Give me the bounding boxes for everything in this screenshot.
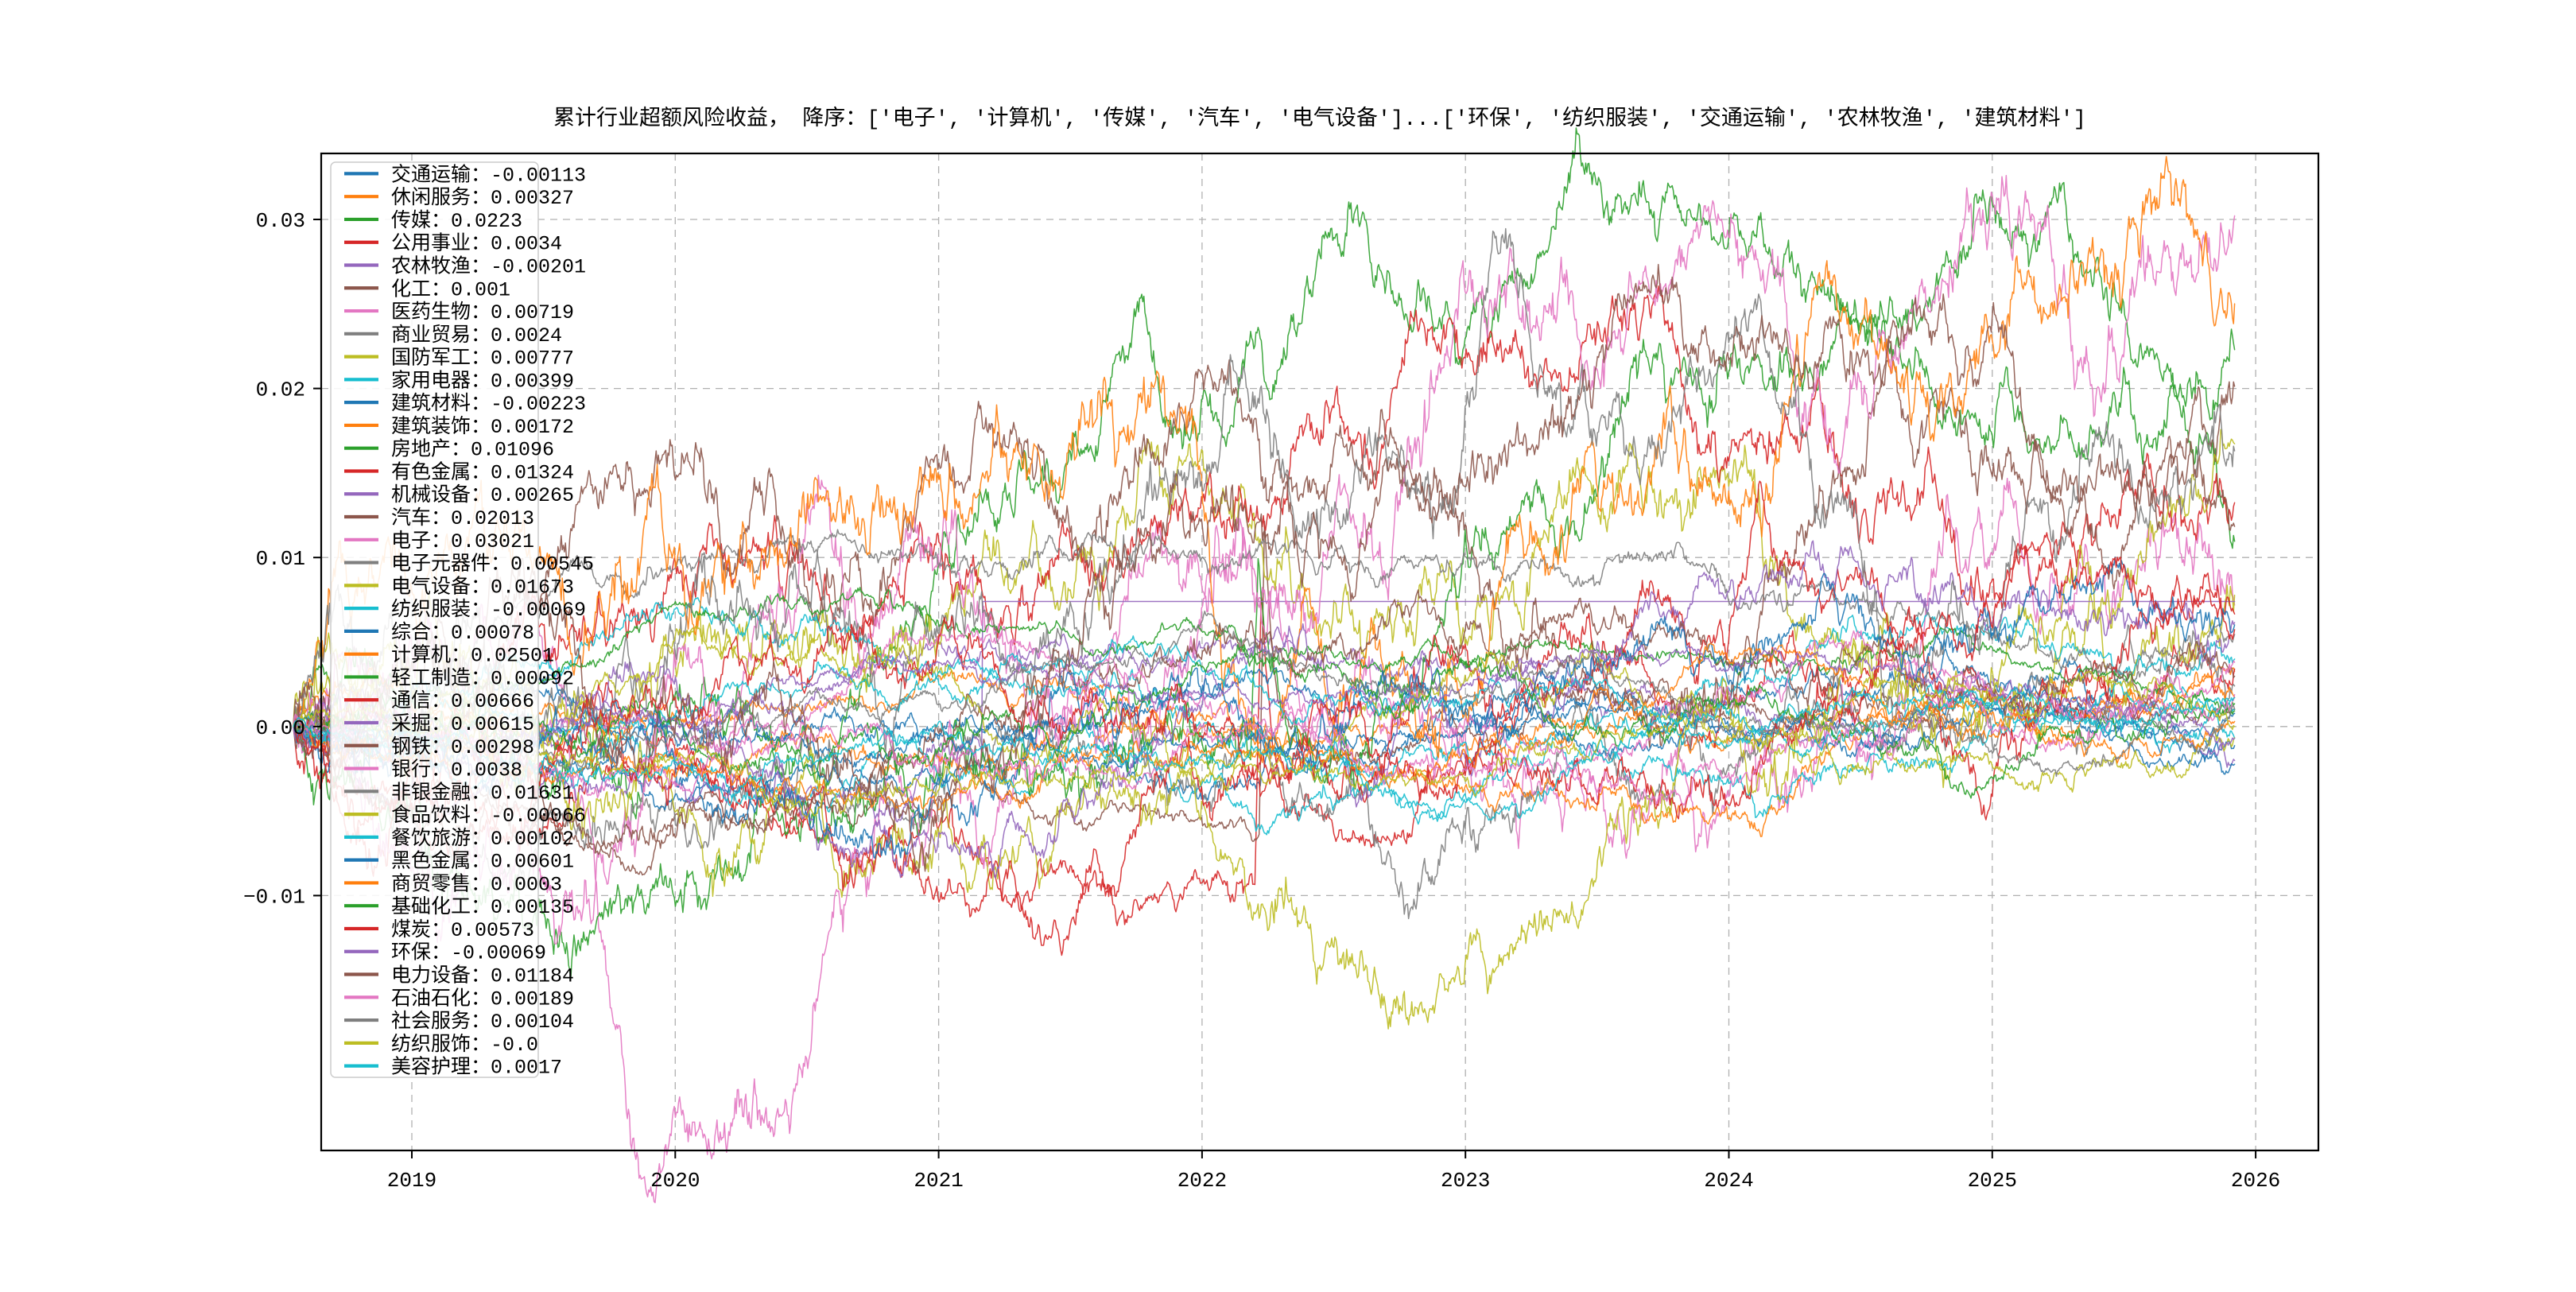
svg-text:2024: 2024 — [1704, 1169, 1753, 1193]
svg-text:家用电器：0.00399: 家用电器：0.00399 — [391, 369, 574, 393]
svg-text:采掘：0.00615: 采掘：0.00615 — [391, 712, 534, 736]
svg-text:公用事业：0.0034: 公用事业：0.0034 — [391, 232, 562, 256]
svg-text:社会服务：0.00104: 社会服务：0.00104 — [391, 1010, 574, 1034]
svg-text:2020: 2020 — [650, 1169, 700, 1193]
svg-text:石油石化：0.00189: 石油石化：0.00189 — [391, 987, 574, 1011]
svg-text:电力设备：0.01184: 电力设备：0.01184 — [391, 964, 574, 988]
svg-text:非银金融：0.01631: 非银金融：0.01631 — [391, 781, 574, 805]
svg-text:电子元器件：0.00545: 电子元器件：0.00545 — [391, 553, 594, 576]
svg-text:建筑装饰：0.00172: 建筑装饰：0.00172 — [391, 415, 574, 439]
svg-text:建筑材料：-0.00223: 建筑材料：-0.00223 — [391, 392, 586, 416]
svg-text:交通运输：-0.00113: 交通运输：-0.00113 — [391, 163, 586, 187]
svg-text:餐饮旅游：0.00102: 餐饮旅游：0.00102 — [391, 827, 574, 851]
svg-text:美容护理：0.0017: 美容护理：0.0017 — [391, 1056, 562, 1080]
svg-text:有色金属：0.01324: 有色金属：0.01324 — [391, 460, 574, 484]
svg-text:机械设备：0.00265: 机械设备：0.00265 — [391, 483, 574, 507]
svg-text:医药生物：0.00719: 医药生物：0.00719 — [391, 301, 574, 324]
svg-text:通信：0.00666: 通信：0.00666 — [391, 689, 534, 713]
svg-text:2023: 2023 — [1441, 1169, 1490, 1193]
svg-text:汽车：0.02013: 汽车：0.02013 — [391, 506, 534, 530]
svg-text:−0.01: −0.01 — [243, 885, 305, 909]
svg-text:国防军工：0.00777: 国防军工：0.00777 — [391, 347, 574, 371]
svg-text:0.02: 0.02 — [256, 378, 305, 402]
svg-text:计算机：0.02501: 计算机：0.02501 — [391, 644, 554, 668]
svg-text:煤炭：0.00573: 煤炭：0.00573 — [391, 918, 534, 942]
svg-text:化工：0.001: 化工：0.001 — [391, 277, 510, 301]
svg-text:综合：0.00078: 综合：0.00078 — [391, 621, 534, 645]
svg-text:电气设备：0.01673: 电气设备：0.01673 — [391, 575, 574, 599]
svg-text:电子：0.03021: 电子：0.03021 — [391, 530, 534, 553]
svg-text:2026: 2026 — [2231, 1169, 2280, 1193]
svg-text:黑色金属：0.00601: 黑色金属：0.00601 — [391, 850, 574, 874]
svg-text:纺织服装：-0.00069: 纺织服装：-0.00069 — [391, 598, 586, 622]
svg-text:基础化工：0.00135: 基础化工：0.00135 — [391, 895, 574, 919]
svg-text:环保：-0.00069: 环保：-0.00069 — [391, 941, 546, 965]
svg-text:休闲服务：0.00327: 休闲服务：0.00327 — [391, 186, 574, 210]
svg-text:银行：0.0038: 银行：0.0038 — [391, 759, 522, 782]
svg-text:2022: 2022 — [1177, 1169, 1227, 1193]
svg-text:钢铁：0.00298: 钢铁：0.00298 — [391, 735, 534, 759]
svg-text:0.01: 0.01 — [256, 547, 305, 571]
svg-text:轻工制造：0.00092: 轻工制造：0.00092 — [391, 666, 574, 690]
svg-text:2025: 2025 — [1968, 1169, 2017, 1193]
svg-text:累计行业超额风险收益， 降序：['电子', '计算机',: 累计行业超额风险收益， 降序：['电子', '计算机', '传媒', '汽车',… — [553, 106, 2086, 132]
svg-text:2019: 2019 — [387, 1169, 436, 1193]
svg-text:0.00: 0.00 — [256, 716, 305, 740]
svg-text:农林牧渔：-0.00201: 农林牧渔：-0.00201 — [391, 254, 586, 278]
svg-text:0.03: 0.03 — [256, 209, 305, 233]
svg-text:传媒：0.0223: 传媒：0.0223 — [391, 209, 522, 233]
svg-text:房地产：0.01096: 房地产：0.01096 — [391, 438, 554, 462]
svg-text:纺织服饰：-0.0: 纺织服饰：-0.0 — [391, 1033, 538, 1057]
svg-text:商业贸易：0.0024: 商业贸易：0.0024 — [391, 324, 562, 347]
svg-text:商贸零售：0.0003: 商贸零售：0.0003 — [391, 872, 562, 896]
svg-text:2021: 2021 — [914, 1169, 963, 1193]
svg-text:食品饮料：-0.00066: 食品饮料：-0.00066 — [391, 804, 586, 828]
